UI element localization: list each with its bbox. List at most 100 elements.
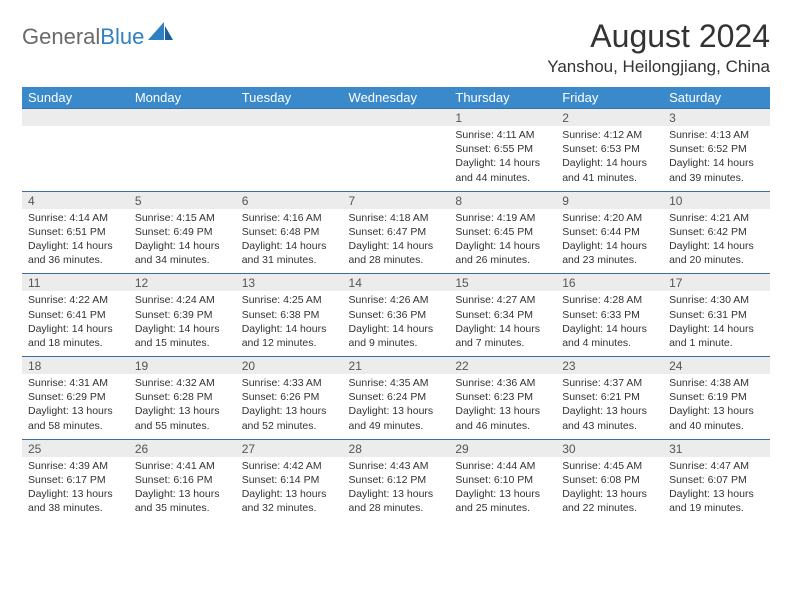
day-number: [129, 109, 236, 126]
calendar-day-cell: [236, 109, 343, 192]
sunrise-text: Sunrise: 4:21 AM: [669, 211, 764, 225]
sunset-text: Sunset: 6:10 PM: [455, 473, 550, 487]
daylight-text: Daylight: 13 hours and 22 minutes.: [562, 487, 657, 515]
sunset-text: Sunset: 6:17 PM: [28, 473, 123, 487]
day-details: Sunrise: 4:35 AMSunset: 6:24 PMDaylight:…: [343, 374, 450, 439]
calendar-day-cell: 3Sunrise: 4:13 AMSunset: 6:52 PMDaylight…: [663, 109, 770, 192]
weekday-header: Friday: [556, 87, 663, 109]
sunset-text: Sunset: 6:24 PM: [349, 390, 444, 404]
calendar-day-cell: 21Sunrise: 4:35 AMSunset: 6:24 PMDayligh…: [343, 357, 450, 440]
daylight-text: Daylight: 13 hours and 46 minutes.: [455, 404, 550, 432]
sunset-text: Sunset: 6:29 PM: [28, 390, 123, 404]
sunset-text: Sunset: 6:53 PM: [562, 142, 657, 156]
weekday-header: Saturday: [663, 87, 770, 109]
day-number: 13: [236, 274, 343, 291]
sunset-text: Sunset: 6:36 PM: [349, 308, 444, 322]
day-number: 4: [22, 192, 129, 209]
sunrise-text: Sunrise: 4:47 AM: [669, 459, 764, 473]
calendar-week-row: 4Sunrise: 4:14 AMSunset: 6:51 PMDaylight…: [22, 191, 770, 274]
calendar-day-cell: 15Sunrise: 4:27 AMSunset: 6:34 PMDayligh…: [449, 274, 556, 357]
weekday-header: Wednesday: [343, 87, 450, 109]
sunset-text: Sunset: 6:23 PM: [455, 390, 550, 404]
calendar-day-cell: 23Sunrise: 4:37 AMSunset: 6:21 PMDayligh…: [556, 357, 663, 440]
calendar-day-cell: 8Sunrise: 4:19 AMSunset: 6:45 PMDaylight…: [449, 191, 556, 274]
day-number: 23: [556, 357, 663, 374]
day-number: 12: [129, 274, 236, 291]
calendar-page: General Blue August 2024 Yanshou, Heilon…: [0, 0, 792, 531]
daylight-text: Daylight: 14 hours and 36 minutes.: [28, 239, 123, 267]
day-number: 9: [556, 192, 663, 209]
day-details: Sunrise: 4:16 AMSunset: 6:48 PMDaylight:…: [236, 209, 343, 274]
day-details: [343, 126, 450, 184]
day-details: Sunrise: 4:24 AMSunset: 6:39 PMDaylight:…: [129, 291, 236, 356]
day-details: [22, 126, 129, 184]
day-number: [236, 109, 343, 126]
sunrise-text: Sunrise: 4:38 AM: [669, 376, 764, 390]
day-details: Sunrise: 4:20 AMSunset: 6:44 PMDaylight:…: [556, 209, 663, 274]
day-number: 26: [129, 440, 236, 457]
calendar-day-cell: 31Sunrise: 4:47 AMSunset: 6:07 PMDayligh…: [663, 439, 770, 521]
sunrise-text: Sunrise: 4:14 AM: [28, 211, 123, 225]
sunset-text: Sunset: 6:44 PM: [562, 225, 657, 239]
calendar-day-cell: 10Sunrise: 4:21 AMSunset: 6:42 PMDayligh…: [663, 191, 770, 274]
day-details: Sunrise: 4:30 AMSunset: 6:31 PMDaylight:…: [663, 291, 770, 356]
title-block: August 2024 Yanshou, Heilongjiang, China: [547, 18, 770, 77]
sunset-text: Sunset: 6:38 PM: [242, 308, 337, 322]
day-details: Sunrise: 4:22 AMSunset: 6:41 PMDaylight:…: [22, 291, 129, 356]
daylight-text: Daylight: 14 hours and 28 minutes.: [349, 239, 444, 267]
day-details: Sunrise: 4:15 AMSunset: 6:49 PMDaylight:…: [129, 209, 236, 274]
daylight-text: Daylight: 13 hours and 35 minutes.: [135, 487, 230, 515]
calendar-day-cell: 27Sunrise: 4:42 AMSunset: 6:14 PMDayligh…: [236, 439, 343, 521]
calendar-body: 1Sunrise: 4:11 AMSunset: 6:55 PMDaylight…: [22, 109, 770, 522]
sunset-text: Sunset: 6:14 PM: [242, 473, 337, 487]
calendar-day-cell: 14Sunrise: 4:26 AMSunset: 6:36 PMDayligh…: [343, 274, 450, 357]
calendar-day-cell: 13Sunrise: 4:25 AMSunset: 6:38 PMDayligh…: [236, 274, 343, 357]
day-number: 30: [556, 440, 663, 457]
calendar-day-cell: 29Sunrise: 4:44 AMSunset: 6:10 PMDayligh…: [449, 439, 556, 521]
calendar-day-cell: 25Sunrise: 4:39 AMSunset: 6:17 PMDayligh…: [22, 439, 129, 521]
daylight-text: Daylight: 13 hours and 19 minutes.: [669, 487, 764, 515]
sunset-text: Sunset: 6:08 PM: [562, 473, 657, 487]
day-number: 3: [663, 109, 770, 126]
sunrise-text: Sunrise: 4:31 AM: [28, 376, 123, 390]
daylight-text: Daylight: 14 hours and 18 minutes.: [28, 322, 123, 350]
day-details: Sunrise: 4:45 AMSunset: 6:08 PMDaylight:…: [556, 457, 663, 522]
calendar-day-cell: 7Sunrise: 4:18 AMSunset: 6:47 PMDaylight…: [343, 191, 450, 274]
sunset-text: Sunset: 6:45 PM: [455, 225, 550, 239]
brand-text-part1: General: [22, 24, 100, 50]
daylight-text: Daylight: 14 hours and 44 minutes.: [455, 156, 550, 184]
sunrise-text: Sunrise: 4:24 AM: [135, 293, 230, 307]
sunset-text: Sunset: 6:52 PM: [669, 142, 764, 156]
daylight-text: Daylight: 13 hours and 55 minutes.: [135, 404, 230, 432]
day-details: Sunrise: 4:38 AMSunset: 6:19 PMDaylight:…: [663, 374, 770, 439]
sunset-text: Sunset: 6:16 PM: [135, 473, 230, 487]
day-details: [129, 126, 236, 184]
day-details: [236, 126, 343, 184]
calendar-day-cell: 26Sunrise: 4:41 AMSunset: 6:16 PMDayligh…: [129, 439, 236, 521]
daylight-text: Daylight: 13 hours and 43 minutes.: [562, 404, 657, 432]
calendar-day-cell: 11Sunrise: 4:22 AMSunset: 6:41 PMDayligh…: [22, 274, 129, 357]
day-number: 22: [449, 357, 556, 374]
daylight-text: Daylight: 13 hours and 38 minutes.: [28, 487, 123, 515]
header: General Blue August 2024 Yanshou, Heilon…: [22, 18, 770, 77]
month-title: August 2024: [547, 18, 770, 55]
sunset-text: Sunset: 6:19 PM: [669, 390, 764, 404]
weekday-header: Thursday: [449, 87, 556, 109]
daylight-text: Daylight: 13 hours and 25 minutes.: [455, 487, 550, 515]
weekday-header: Sunday: [22, 87, 129, 109]
daylight-text: Daylight: 13 hours and 40 minutes.: [669, 404, 764, 432]
day-number: 19: [129, 357, 236, 374]
day-details: Sunrise: 4:28 AMSunset: 6:33 PMDaylight:…: [556, 291, 663, 356]
day-number: 27: [236, 440, 343, 457]
calendar-day-cell: 30Sunrise: 4:45 AMSunset: 6:08 PMDayligh…: [556, 439, 663, 521]
weekday-header: Tuesday: [236, 87, 343, 109]
calendar-day-cell: 2Sunrise: 4:12 AMSunset: 6:53 PMDaylight…: [556, 109, 663, 192]
sunrise-text: Sunrise: 4:28 AM: [562, 293, 657, 307]
sunset-text: Sunset: 6:55 PM: [455, 142, 550, 156]
daylight-text: Daylight: 14 hours and 20 minutes.: [669, 239, 764, 267]
day-number: 21: [343, 357, 450, 374]
day-details: Sunrise: 4:11 AMSunset: 6:55 PMDaylight:…: [449, 126, 556, 191]
sunrise-text: Sunrise: 4:12 AM: [562, 128, 657, 142]
sunrise-text: Sunrise: 4:37 AM: [562, 376, 657, 390]
calendar-day-cell: 28Sunrise: 4:43 AMSunset: 6:12 PMDayligh…: [343, 439, 450, 521]
